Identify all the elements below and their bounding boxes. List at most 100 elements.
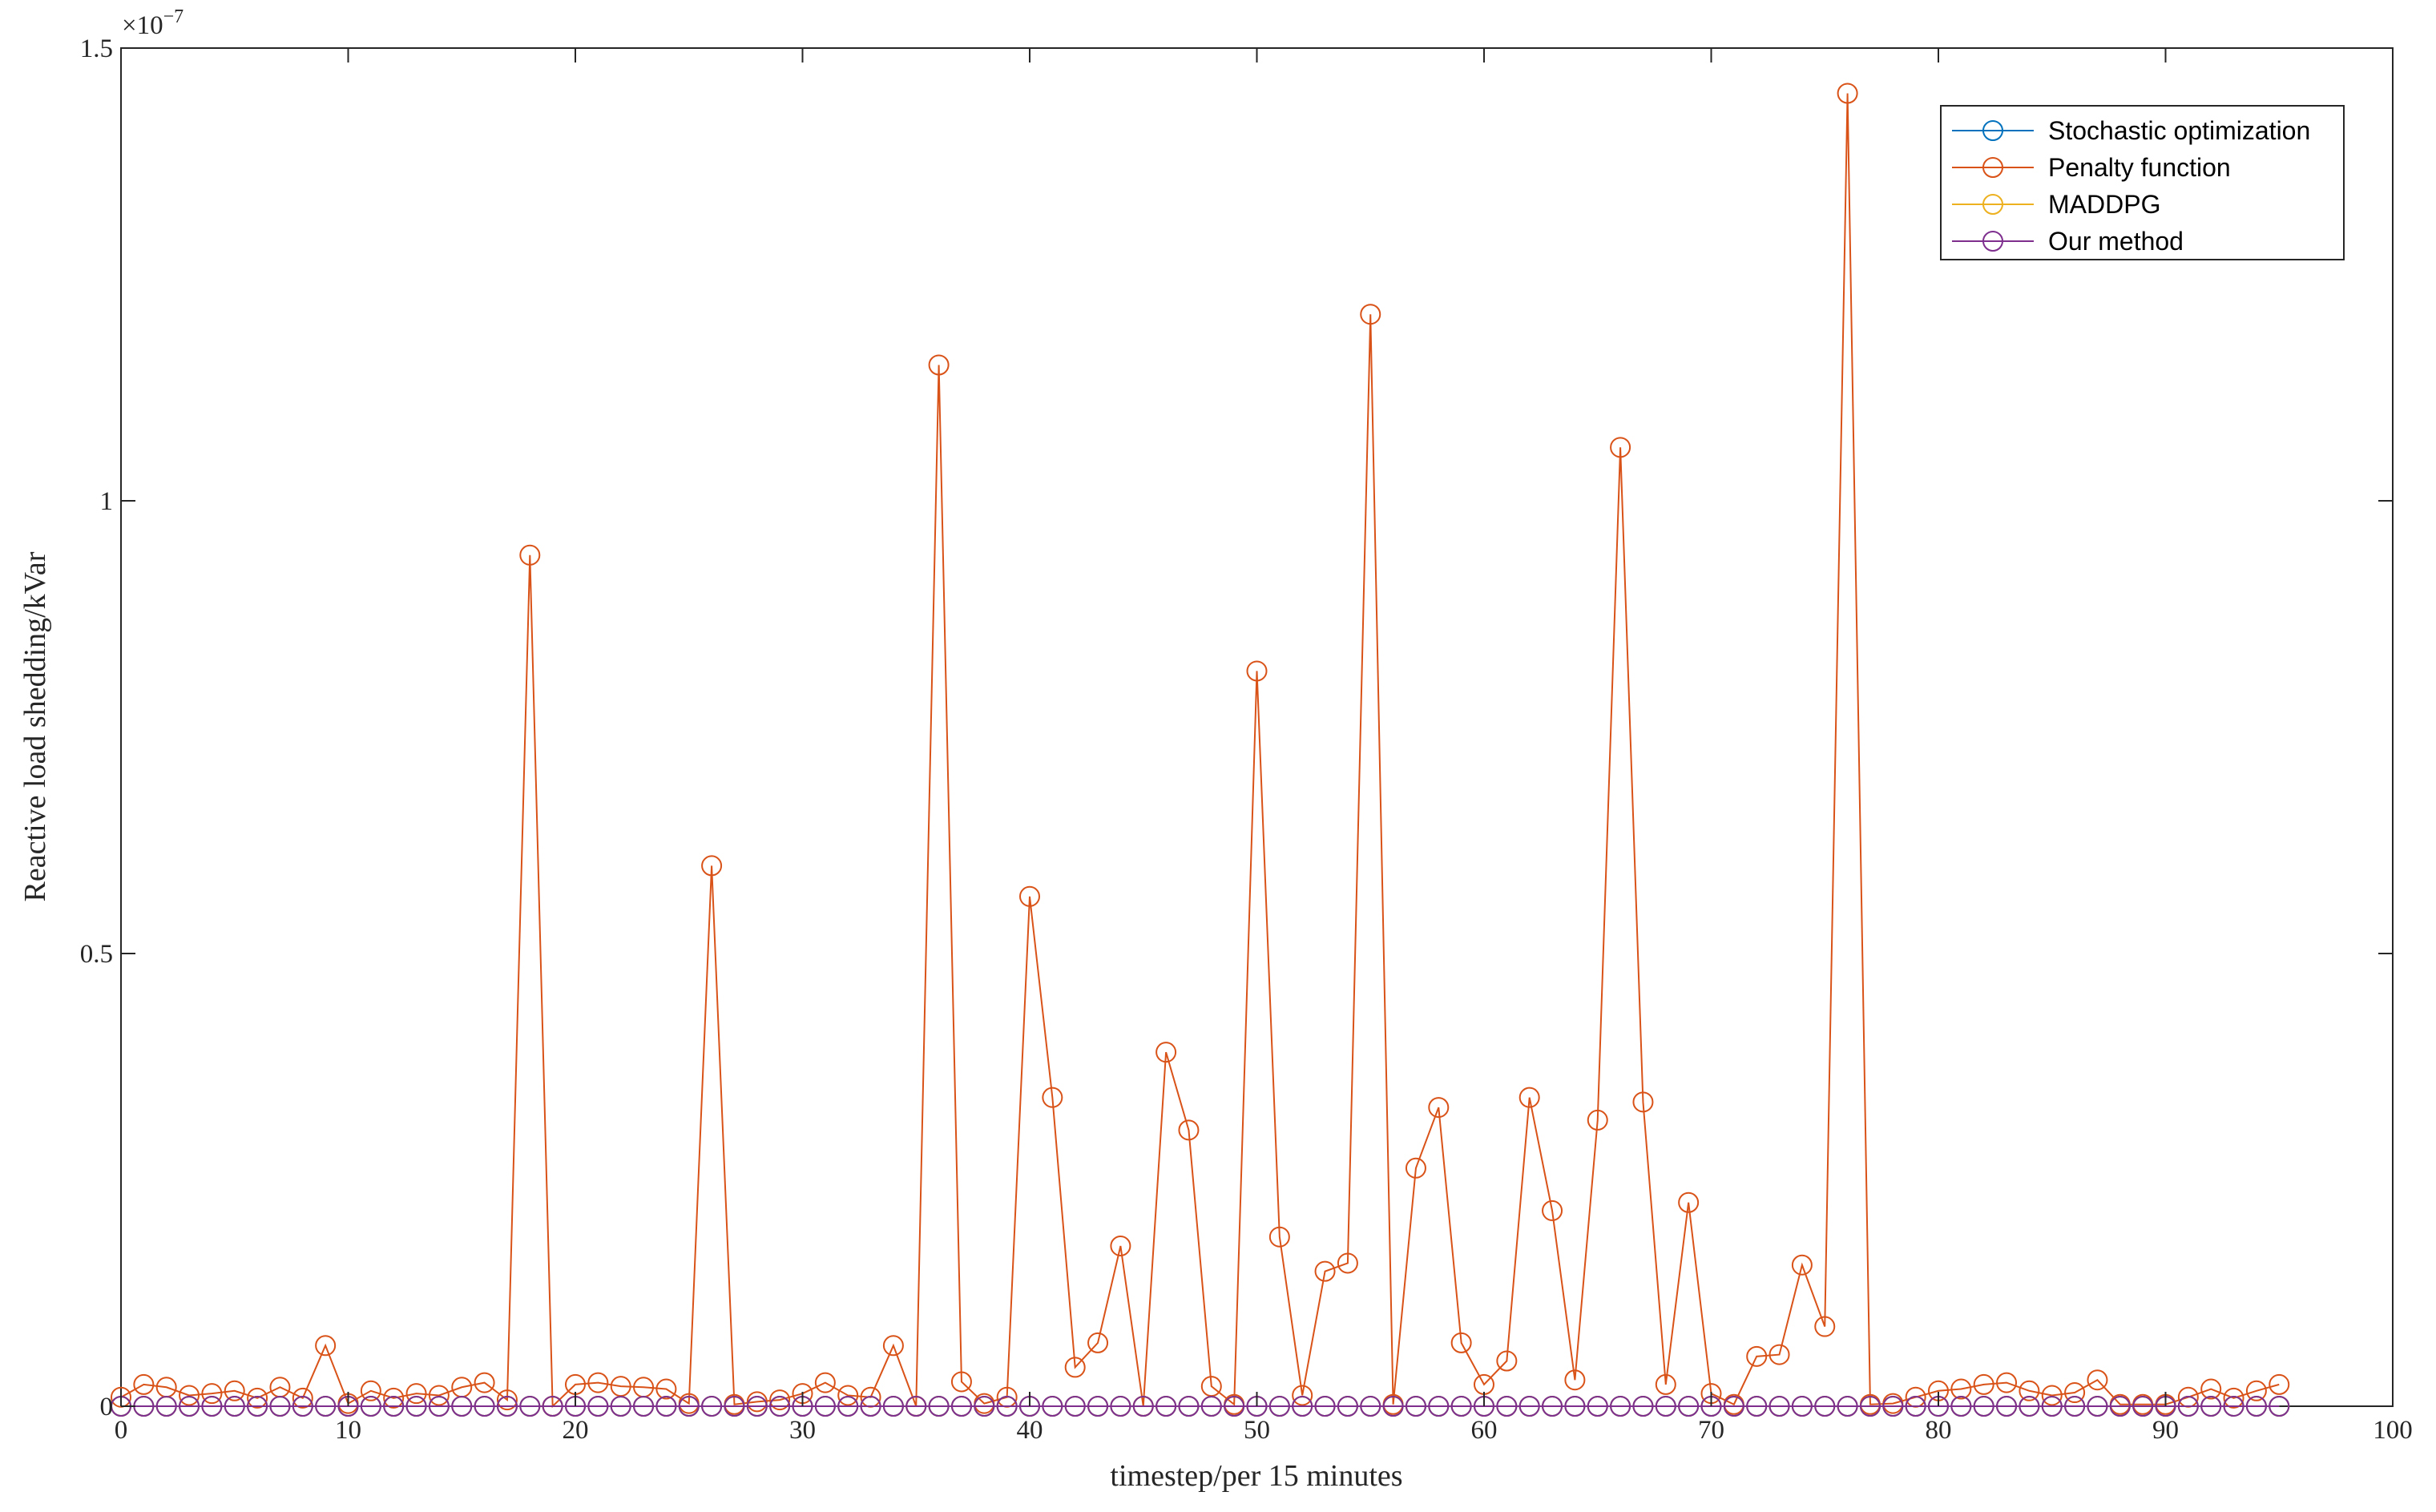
data-point [1405, 1396, 1426, 1417]
data-point [2041, 1385, 2063, 1406]
data-point [1655, 1396, 1676, 1417]
data-point [1019, 885, 1040, 907]
data-point [1996, 1372, 2018, 1393]
data-point [1746, 1396, 1768, 1417]
data-point [2200, 1396, 2222, 1417]
data-point [860, 1396, 881, 1417]
data-point [474, 1396, 495, 1417]
data-point [1337, 1252, 1358, 1274]
data-point [1087, 1332, 1109, 1353]
data-point [405, 1383, 427, 1405]
legend-swatch-marker [1982, 194, 2003, 215]
y-multiplier: ×10−7 [122, 6, 184, 40]
data-point [950, 1371, 972, 1393]
data-point [1859, 1396, 1881, 1417]
data-point [1950, 1396, 1972, 1417]
data-point [1360, 1396, 1381, 1417]
data-point [224, 1380, 245, 1401]
data-point [2041, 1396, 2063, 1417]
data-point [1655, 1373, 1676, 1395]
data-point [1723, 1396, 1744, 1417]
data-point [1064, 1357, 1086, 1378]
data-point [1518, 1396, 1540, 1417]
data-point [1996, 1396, 2018, 1417]
data-point [1200, 1396, 1222, 1417]
data-point [610, 1396, 631, 1417]
data-point [1246, 660, 1268, 682]
data-point [519, 544, 541, 566]
y-tick-label: 0.5 [80, 940, 113, 969]
data-point [2223, 1396, 2244, 1417]
data-point [292, 1396, 313, 1417]
data-point [315, 1396, 337, 1417]
data-point [1905, 1396, 1926, 1417]
data-point [315, 1335, 337, 1357]
x-tick-label: 100 [2373, 1416, 2413, 1445]
data-point [1882, 1396, 1904, 1417]
data-point [1042, 1087, 1063, 1108]
data-point [428, 1396, 450, 1417]
data-point [542, 1396, 563, 1417]
data-point [1110, 1396, 1131, 1417]
data-point [1632, 1091, 1654, 1113]
y-tick-label: 1.5 [80, 34, 113, 63]
x-tick-label: 70 [1698, 1416, 1724, 1445]
data-point [2064, 1382, 2086, 1404]
legend-swatch-marker [1982, 231, 2003, 252]
data-point [179, 1385, 200, 1406]
data-point [1178, 1396, 1200, 1417]
y-tick-label: 0 [100, 1393, 114, 1421]
data-point [2269, 1373, 2290, 1395]
data-point [1791, 1396, 1813, 1417]
data-point [1428, 1396, 1450, 1417]
data-point [1132, 1396, 1154, 1417]
data-point [587, 1396, 609, 1417]
data-point [2177, 1396, 2199, 1417]
legend-swatch-marker [1982, 157, 2003, 178]
data-point [1518, 1087, 1540, 1108]
series-line [120, 93, 2280, 1409]
data-point [2269, 1396, 2290, 1417]
data-point [1178, 1119, 1200, 1141]
data-point [996, 1396, 1018, 1417]
data-point [155, 1396, 177, 1417]
data-point [2109, 1396, 2131, 1417]
data-point [1155, 1042, 1177, 1063]
data-point [928, 1396, 950, 1417]
data-point [1087, 1396, 1109, 1417]
data-point [2245, 1380, 2267, 1401]
data-point [2132, 1396, 2154, 1417]
data-point [269, 1396, 291, 1417]
data-point [1587, 1396, 1608, 1417]
y-tick-label: 1 [100, 487, 114, 516]
legend-label: Penalty function [2048, 153, 2231, 182]
data-point [496, 1396, 518, 1417]
data-point [1292, 1385, 1313, 1406]
data-point [292, 1387, 313, 1409]
data-point [179, 1396, 200, 1417]
x-tick-label: 10 [335, 1416, 361, 1445]
x-tick-label: 80 [1926, 1416, 1952, 1445]
data-point [1042, 1396, 1063, 1417]
data-point [519, 1396, 541, 1417]
data-point [1405, 1157, 1426, 1179]
y-axis-label: Reactive load shedding/kVar [18, 551, 52, 901]
data-point [1450, 1332, 1472, 1353]
data-point [974, 1396, 995, 1417]
data-point [2064, 1396, 2086, 1417]
data-point [1769, 1396, 1790, 1417]
data-point [1814, 1396, 1836, 1417]
data-point [496, 1389, 518, 1411]
data-point [1337, 1396, 1358, 1417]
data-point [360, 1380, 381, 1401]
data-point [451, 1396, 473, 1417]
data-point [769, 1396, 791, 1417]
data-point [1496, 1350, 1518, 1372]
data-point [1837, 1396, 1858, 1417]
data-point [905, 1396, 927, 1417]
data-point [814, 1396, 836, 1417]
data-point [1360, 304, 1381, 325]
data-point [928, 354, 950, 376]
